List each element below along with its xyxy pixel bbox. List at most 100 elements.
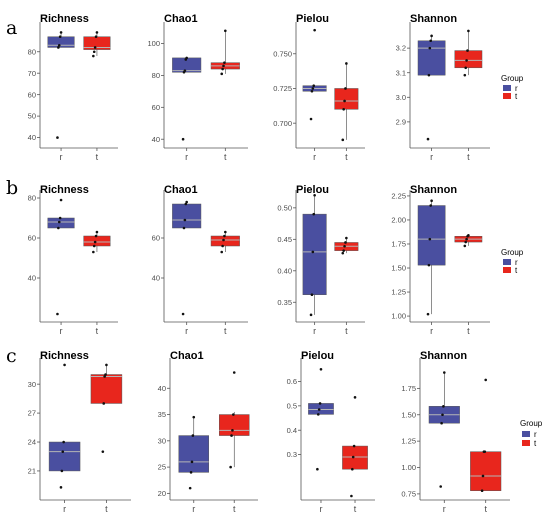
y-tick-label: 0.40 [277,266,292,275]
row-label-c: c [6,345,17,367]
data-point [345,236,348,240]
legend-title: Group [520,419,543,428]
y-tick-label: 60 [152,103,160,112]
y-tick-label: 24 [28,438,36,447]
box-t [470,451,502,491]
y-tick-label: 3.0 [396,93,406,102]
data-point [101,450,105,453]
x-tick-label: t [354,504,357,514]
data-point [185,56,188,60]
data-point [222,64,225,68]
legend-swatch-r [503,259,511,265]
data-point [441,413,444,417]
y-tick-label: 0.3 [287,450,297,459]
data-point [224,29,227,33]
data-point [312,212,316,216]
data-point [182,226,186,230]
y-tick-label: 3.2 [396,44,406,53]
y-tick-label: 27 [28,409,36,418]
y-tick-label: 1.50 [391,264,406,273]
x-tick-label: t [467,326,470,336]
data-point [467,29,470,33]
x-tick-label: t [96,326,99,336]
legend-swatch-t [503,93,511,99]
data-point [342,107,345,111]
y-tick-label: 1.25 [391,288,406,297]
panel-title: Chao1 [164,184,198,196]
box-r [302,213,327,295]
row-label-a: a [6,17,17,39]
data-point [56,136,59,139]
data-point [353,396,357,399]
legend-label-t: t [515,266,518,275]
data-point [63,363,66,367]
panel-shannon-c: Shannon 0.75 1.00 1.25 1.50 1.75 r t [401,350,510,514]
data-point [464,240,468,244]
y-tick-label: 1.00 [391,312,406,321]
data-point [428,46,432,50]
y-tick-label: 1.75 [401,384,416,393]
panel-pielou-b: Pielou 0.35 0.40 0.45 0.50 r t [277,184,365,336]
data-point [57,226,60,230]
data-point [221,244,224,248]
data-point [59,198,63,202]
data-point [312,84,316,87]
x-tick-label: t [467,152,470,162]
legend-row-a: Group r t [501,74,524,101]
data-point [318,402,322,405]
data-point [428,237,432,241]
data-point [309,117,313,121]
y-tick-label: 0.45 [277,235,292,244]
data-point [427,263,431,267]
panel-title: Pielou [301,350,334,362]
x-tick-label: t [105,504,108,514]
legend-label-r: r [534,430,537,439]
y-tick-label: 100 [147,39,160,48]
y-tick-label: 0.50 [277,203,292,212]
data-point [442,405,445,408]
y-tick-label: 80 [28,194,36,203]
panel-richness-b: Richness 40 60 80 r t [28,184,118,336]
data-point [190,460,194,464]
data-point [343,244,346,248]
data-point [344,87,347,90]
y-tick-label: 40 [28,274,36,283]
x-tick-label: r [185,326,188,336]
panel-title: Richness [40,350,89,362]
y-tick-label: 0.35 [277,298,292,307]
legend-label-t: t [534,439,537,448]
data-point [480,489,484,493]
data-point [426,312,430,316]
legends-layer: Group r t Group r t Group r t [501,74,543,448]
y-tick-label: 0.5 [287,401,297,410]
x-tick-label: r [60,326,63,336]
box-t [219,414,250,436]
data-point [104,373,107,376]
y-tick-label: 3.1 [396,68,406,77]
legend-swatch-r [503,85,511,91]
y-tick-label: 60 [28,234,36,243]
y-tick-label: 21 [28,467,36,476]
data-point [345,62,348,65]
data-point [56,312,59,316]
data-point [350,494,353,498]
data-point [351,467,354,471]
y-tick-label: 0.4 [287,426,297,435]
data-point [57,44,61,47]
data-point [464,66,468,70]
data-point [440,421,443,425]
y-tick-label: 2.00 [391,216,406,225]
data-point [310,293,314,297]
data-point [223,234,226,238]
legend-label-r: r [515,258,518,267]
legend-label-t: t [515,92,518,101]
data-point [103,375,106,378]
legend-swatch-t [503,267,511,273]
data-point [231,429,234,432]
data-point [351,455,355,459]
box-r [48,441,81,472]
data-point [62,440,65,444]
data-point [92,244,96,248]
